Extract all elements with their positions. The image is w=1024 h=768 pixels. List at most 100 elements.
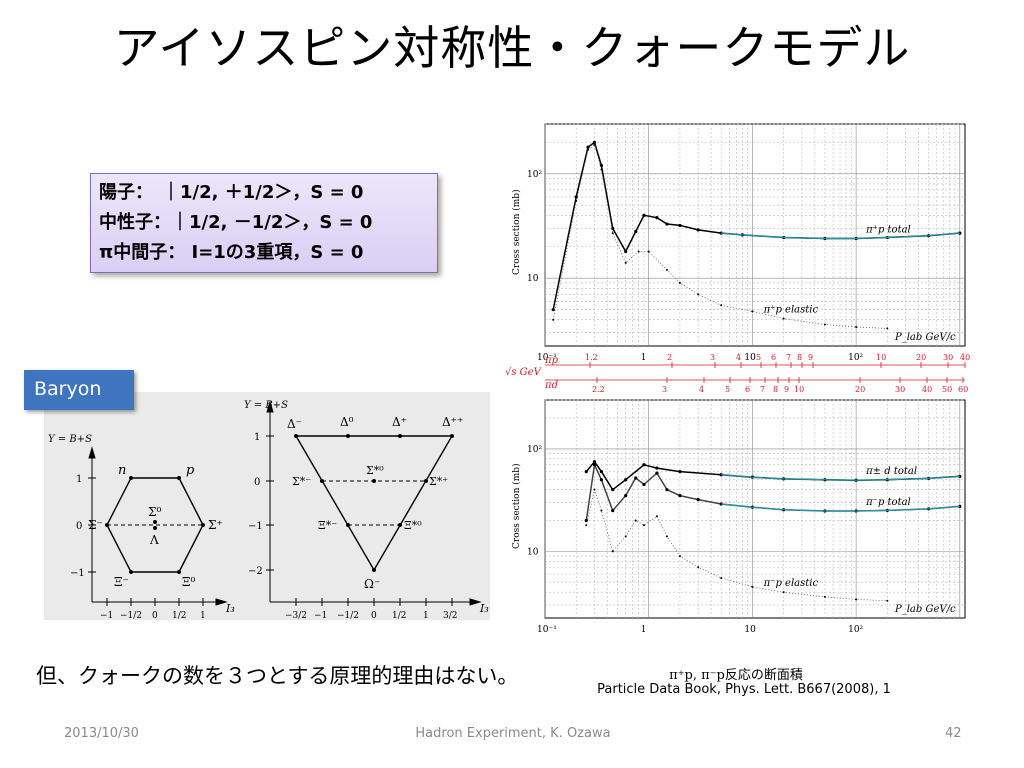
x-tick-label: 10 <box>744 353 756 363</box>
series-label: π± d total <box>865 466 917 477</box>
decuplet-ytick: −2 <box>248 566 263 577</box>
data-point <box>855 598 858 601</box>
pion-state-line: π中間子： I=1の3重項，S = 0 <box>99 242 364 263</box>
x-tick-label: 10² <box>848 353 863 363</box>
data-point <box>624 261 627 264</box>
data-point <box>551 307 555 312</box>
data-point <box>637 250 640 253</box>
baryon-multiplet-figure: Y = B+S I₃ 1 0 −1 −1 −1/2 0 1/2 1 n p Σ⁻… <box>44 392 490 621</box>
figure-caption-source: Particle Data Book, Phys. Lett. B667(200… <box>597 682 891 697</box>
data-point <box>642 482 646 487</box>
decuplet-delta-zero-label: Δ⁰ <box>340 415 354 429</box>
octet-y-axis-label: Y = B+S <box>48 434 92 445</box>
pi-d-tick-label: 8 <box>773 385 778 394</box>
data-point <box>678 223 682 228</box>
footer-presenter: Hadron Experiment, K. Ozawa <box>415 726 611 741</box>
decuplet-xtick: 1 <box>423 611 429 620</box>
pi-d-tick-label: 30 <box>895 385 905 394</box>
octet-sigma-minus-label: Σ⁻ <box>88 518 103 532</box>
data-point <box>720 304 723 307</box>
data-point <box>575 199 578 202</box>
x-tick-label: 10² <box>848 625 863 635</box>
pi-d-tick-label: 10 <box>794 385 804 394</box>
decuplet-sigma-star-plus-label: Σ*⁺ <box>429 475 448 488</box>
footer-date: 2013/10/30 <box>64 726 139 741</box>
proton-state-line: 陽子： ｜1/2, ＋1/2＞，S = 0 <box>99 182 364 203</box>
pi-d-tick-label: 50 <box>942 385 952 394</box>
cross-section-svg: 10⁻¹ 1 10 10² 10² 10 Cross section (mb) P_lab G… <box>505 123 970 635</box>
pi-p-tick-label: 6 <box>771 353 776 362</box>
octet-xtick: −1/2 <box>120 611 142 620</box>
pi-p-tick-label: 20 <box>916 353 926 362</box>
data-point <box>665 268 668 271</box>
data-point <box>823 595 826 598</box>
data-point <box>592 463 597 467</box>
pi-p-tick-label: 4 <box>736 353 741 362</box>
x-tick-label: 1 <box>641 625 647 635</box>
series-line <box>552 144 888 329</box>
data-point <box>634 519 637 522</box>
decuplet-xtick: 1/2 <box>392 611 406 620</box>
octet-sigma-plus-label: Σ⁺ <box>208 518 223 532</box>
baryon-multiplet-svg: Y = B+S I₃ 1 0 −1 −1 −1/2 0 1/2 1 n p Σ⁻… <box>48 400 489 621</box>
decuplet-xi-star-zero-label: Ξ*⁰ <box>404 519 422 532</box>
data-point <box>585 524 588 527</box>
pi-d-tick-label: 2.2 <box>592 385 605 394</box>
data-point <box>719 473 723 477</box>
y-tick-label: 10² <box>527 170 542 180</box>
fit-curve <box>721 232 960 240</box>
data-point <box>782 591 785 594</box>
octet-x-axis-label: I₃ <box>225 602 235 615</box>
data-point <box>782 317 785 320</box>
data-point <box>624 478 628 482</box>
pi-d-tick-label: 60 <box>958 385 968 394</box>
fit-curve <box>721 503 960 512</box>
octet-ytick: 1 <box>76 474 82 485</box>
data-point <box>751 310 754 313</box>
pi-d-label: πd <box>544 380 558 391</box>
pi-d-tick-label: 6 <box>745 385 750 394</box>
octet-xi-zero-label: Ξ⁰ <box>182 575 195 589</box>
data-point <box>611 232 614 235</box>
neutron-state-line: 中性子：｜1/2, －1/2＞，S = 0 <box>99 212 373 233</box>
chart-frame <box>544 399 966 619</box>
data-point <box>593 143 596 146</box>
decuplet-delta-plus-label: Δ⁺ <box>392 415 407 429</box>
data-point <box>634 229 638 234</box>
decuplet-delta-plusplus-label: Δ⁺⁺ <box>442 415 463 429</box>
decuplet-delta-minus-label: Δ⁻ <box>287 417 302 431</box>
data-point <box>600 168 603 171</box>
pi-p-label: πp <box>544 355 559 366</box>
data-point <box>611 488 615 492</box>
data-point <box>624 494 628 498</box>
pi-minus-p-chart: 10⁻¹ 1 10 10² 10² 10 Cross section (mb) P_lab G… <box>511 399 966 635</box>
series-label: π⁺p total <box>865 224 911 235</box>
octet-xtick: 1 <box>200 611 206 620</box>
pi-p-tick-label: 3 <box>710 353 715 362</box>
data-point <box>958 231 962 235</box>
decuplet-xtick: −1/2 <box>337 611 359 620</box>
data-point <box>642 524 645 527</box>
decuplet-ytick: −1 <box>248 521 263 532</box>
data-point <box>593 488 596 491</box>
decuplet-ytick: 1 <box>254 432 260 443</box>
data-point <box>611 509 615 513</box>
data-point <box>886 327 889 330</box>
data-point <box>697 566 700 569</box>
series-label: π⁻p total <box>865 497 911 508</box>
data-point <box>696 498 700 502</box>
series-label: π⁻p elastic <box>763 578 819 589</box>
fit-curve <box>721 474 960 481</box>
pi-p-tick-label: 10 <box>876 353 886 362</box>
data-point <box>584 470 588 474</box>
data-point <box>655 216 659 220</box>
data-point <box>678 555 681 558</box>
pi-p-tick-label: 2 <box>667 353 672 362</box>
decuplet-x-axis-label: I₃ <box>479 602 489 615</box>
octet-xi-minus-label: Ξ⁻ <box>114 575 129 589</box>
decuplet-ytick: 0 <box>254 477 260 488</box>
decuplet-omega-label: Ω⁻ <box>364 577 380 591</box>
decuplet-xtick: −1 <box>314 611 327 620</box>
data-point <box>678 494 682 498</box>
